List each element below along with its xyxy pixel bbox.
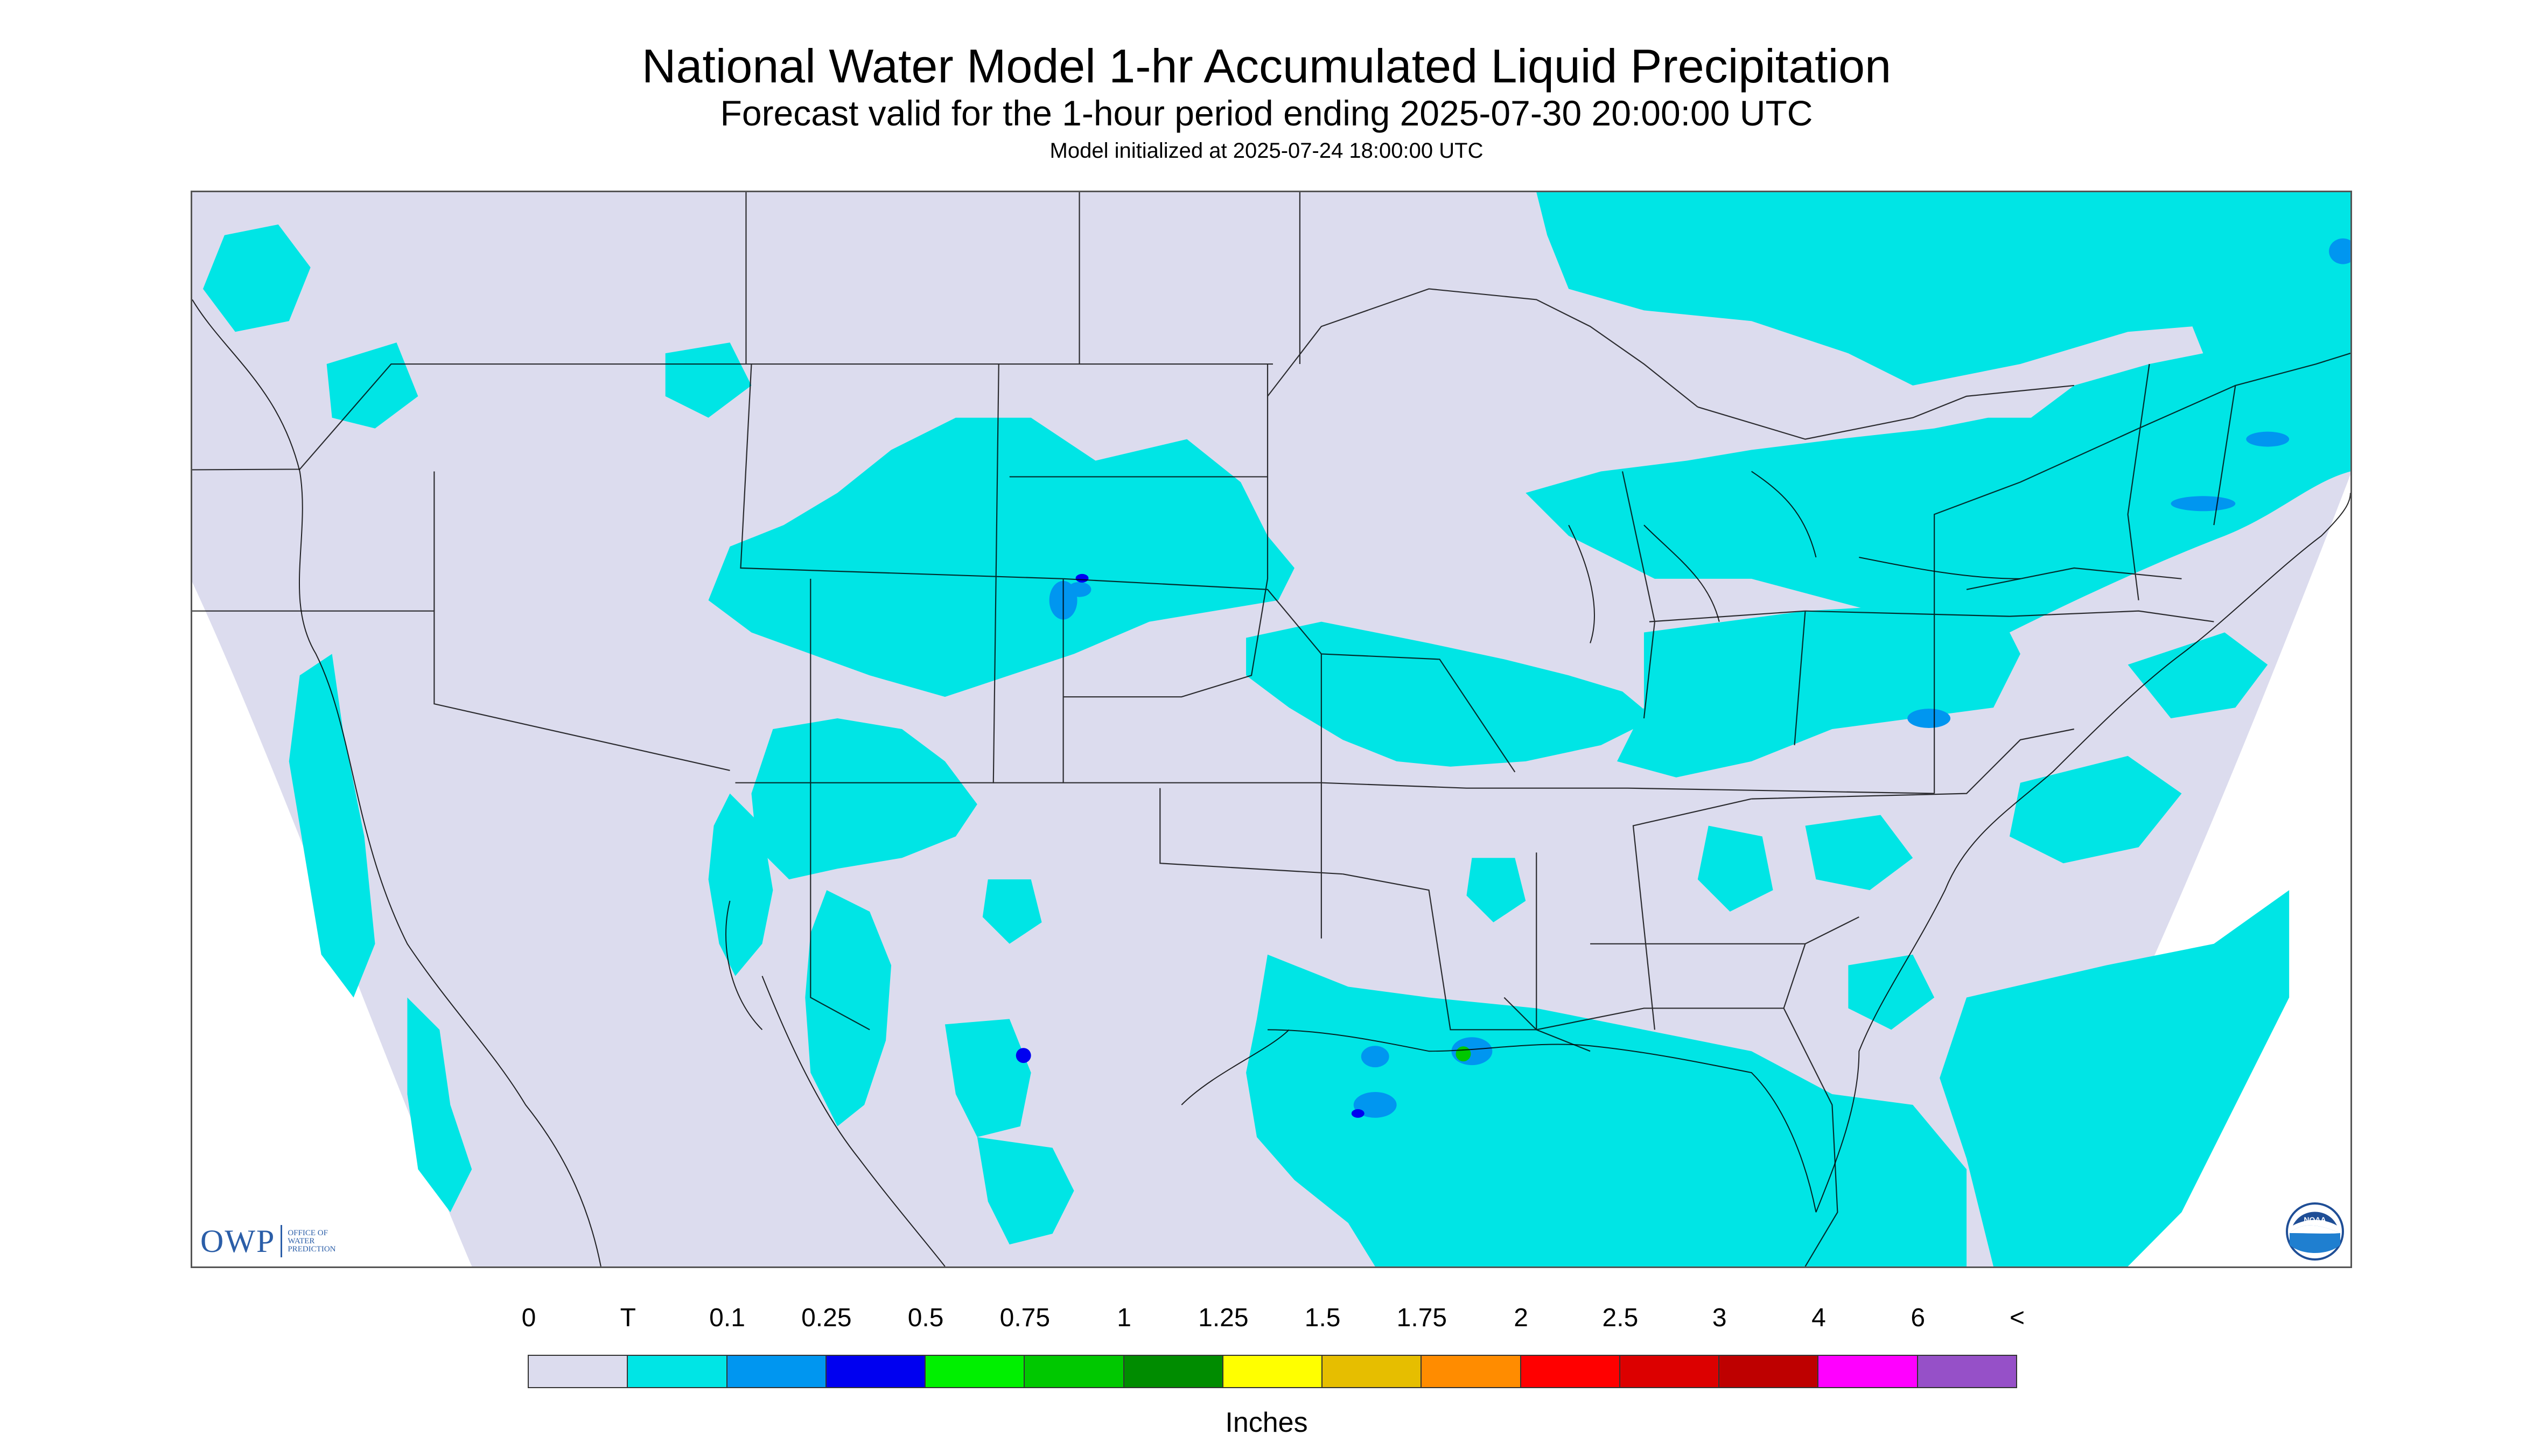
legend-tick-label: 0.5 xyxy=(907,1304,944,1332)
legend-swatch xyxy=(726,1355,827,1388)
legend-swatch xyxy=(1421,1355,1521,1388)
precipitation-map[interactable] xyxy=(191,191,2352,1268)
noaa-logo-icon: NOAA xyxy=(2286,1202,2344,1261)
legend-tick-label: 3 xyxy=(1712,1304,1727,1332)
legend-tick-label: 6 xyxy=(1911,1304,1926,1332)
trace-precip-areas xyxy=(202,192,2350,1266)
legend-tick-label: 0.75 xyxy=(999,1304,1051,1332)
legend-swatch xyxy=(1520,1355,1620,1388)
legend-tick-label: < xyxy=(2009,1304,2025,1332)
legend-swatch xyxy=(1024,1355,1124,1388)
owp-logo-divider xyxy=(281,1225,283,1257)
legend-tick-label: 1.25 xyxy=(1198,1304,1249,1332)
legend-swatch xyxy=(825,1355,926,1388)
coastlines xyxy=(192,299,2350,1266)
owp-logo-mark: OWP xyxy=(200,1223,276,1259)
legend-swatch xyxy=(528,1355,628,1388)
legend-swatch xyxy=(1619,1355,1720,1388)
legend-units-label: Inches xyxy=(1225,1407,1308,1438)
legend-tick-label: T xyxy=(620,1304,636,1332)
legend-swatch xyxy=(1718,1355,1819,1388)
owp-logo-text: OFFICE OF WATER PREDICTION xyxy=(288,1228,336,1254)
legend-swatch xyxy=(1123,1355,1223,1388)
state-borders xyxy=(192,192,2350,1266)
legend-tick-label: 0.25 xyxy=(801,1304,852,1332)
legend-tick-label: 1.5 xyxy=(1304,1304,1341,1332)
domain-mask-left xyxy=(192,192,472,1266)
legend-tick-label: 1.75 xyxy=(1396,1304,1447,1332)
legend-swatch xyxy=(627,1355,727,1388)
map-title: National Water Model 1-hr Accumulated Li… xyxy=(641,39,1892,93)
map-canvas xyxy=(192,192,2350,1266)
moderate-precip-areas xyxy=(1016,573,1365,1118)
legend-swatch xyxy=(925,1355,1025,1388)
legend-tick-label: 4 xyxy=(1811,1304,1826,1332)
model-init-caption: Model initialized at 2025-07-24 18:00:00… xyxy=(1049,139,1484,163)
forecast-valid-subtitle: Forecast valid for the 1-hour period end… xyxy=(720,93,1813,133)
legend-tick-label: 2.5 xyxy=(1602,1304,1639,1332)
legend-tick-label: 2 xyxy=(1514,1304,1529,1332)
heavy-precip-point xyxy=(1456,1046,1471,1062)
legend-tick-label: 1 xyxy=(1117,1304,1131,1332)
legend-tick-label: 0.1 xyxy=(709,1304,745,1332)
legend-swatch xyxy=(1817,1355,1918,1388)
legend-swatch xyxy=(1222,1355,1323,1388)
legend-swatch xyxy=(1916,1355,2017,1388)
precip-color-legend: 0 T 0.1 0.25 0.5 0.75 1 1.25 1.5 1.75 2 2.5 3 4 6 < xyxy=(522,1303,2025,1395)
owp-logo: OWP OFFICE OF WATER PREDICTION xyxy=(200,1221,336,1261)
legend-tick-label: 0 xyxy=(521,1304,536,1332)
svg-text:NOAA: NOAA xyxy=(2304,1215,2326,1224)
legend-swatch xyxy=(1321,1355,1422,1388)
